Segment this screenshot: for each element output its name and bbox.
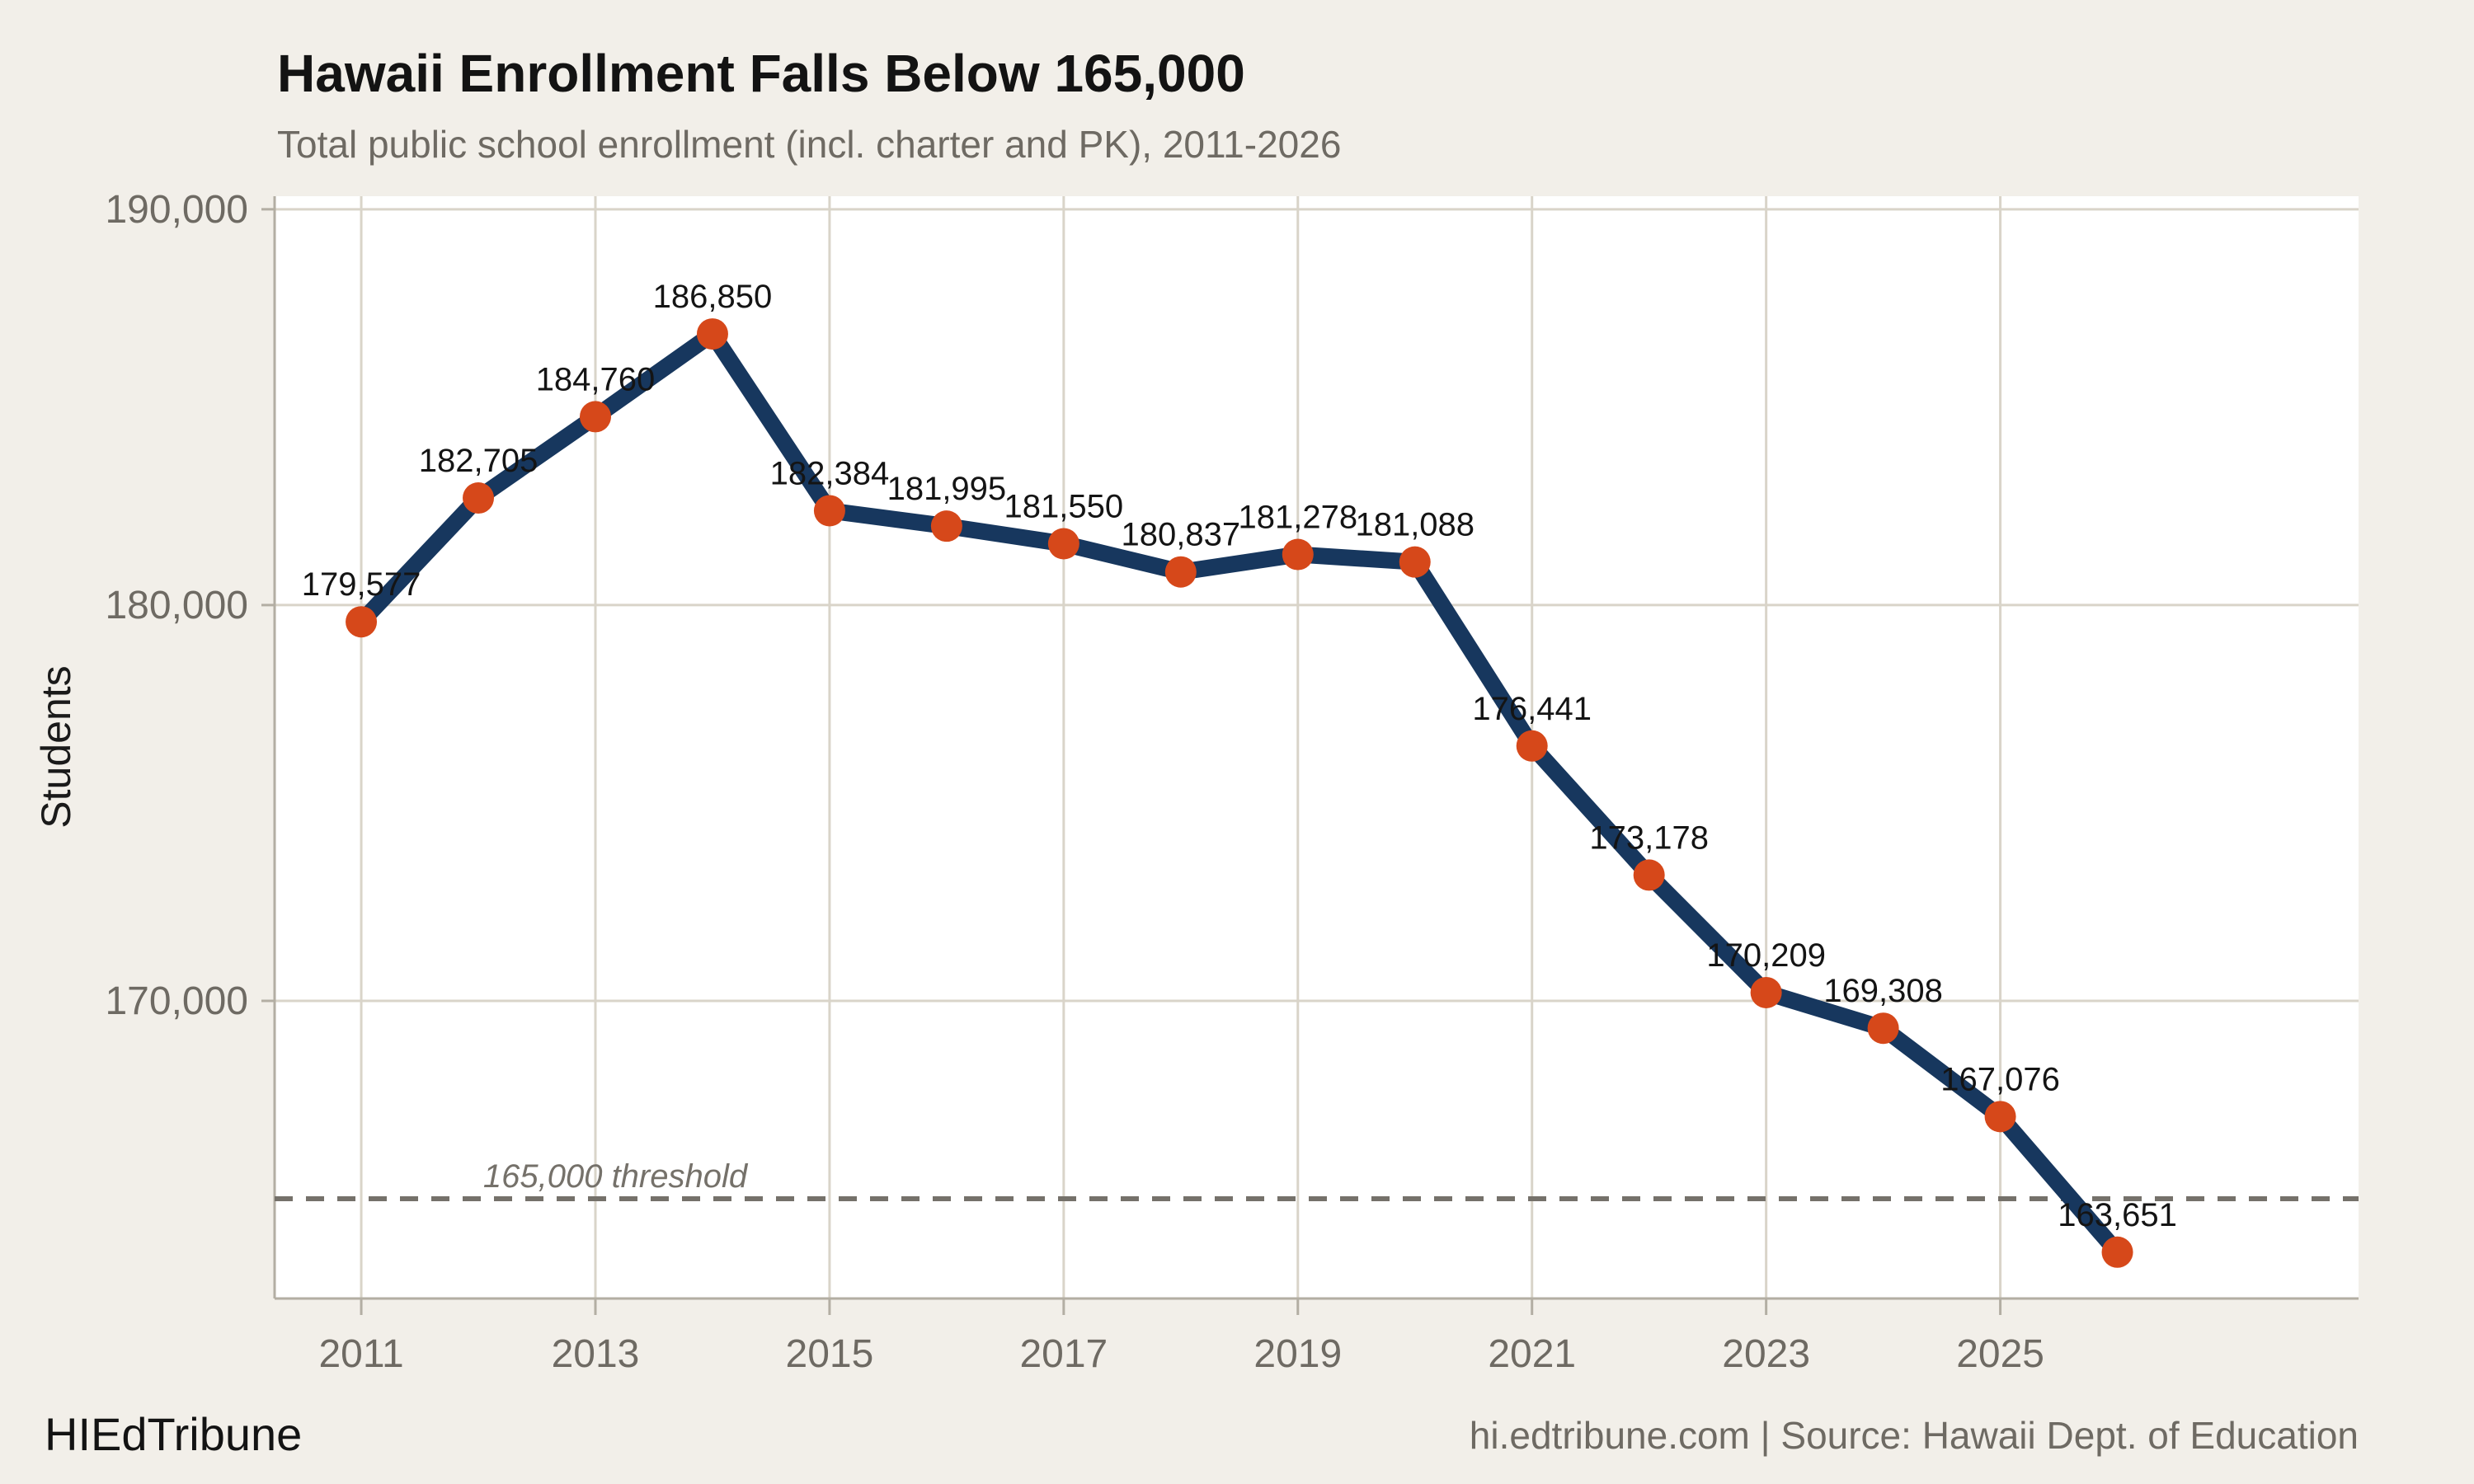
data-point-2015 <box>813 495 845 527</box>
y-tick-label: 180,000 <box>105 584 248 627</box>
data-point-2016 <box>930 510 962 542</box>
data-label-2012: 182,705 <box>419 443 539 479</box>
x-tick-label: 2023 <box>1722 1332 1810 1376</box>
data-label-2017: 181,550 <box>1004 489 1124 525</box>
data-point-2018 <box>1164 556 1197 588</box>
data-label-2016: 181,995 <box>887 471 1007 507</box>
chart-title: Hawaii Enrollment Falls Below 165,000 <box>277 44 1245 103</box>
data-point-2020 <box>1399 546 1431 578</box>
data-point-2024 <box>1867 1012 1899 1045</box>
data-point-2017 <box>1047 528 1079 560</box>
x-tick-label: 2019 <box>1253 1332 1342 1376</box>
x-tick-label: 2011 <box>318 1332 403 1376</box>
source-attribution: hi.edtribune.com | Source: Hawaii Dept. … <box>1469 1414 2359 1457</box>
data-label-2015: 182,384 <box>770 455 890 491</box>
data-point-2012 <box>463 482 495 514</box>
enrollment-series-line <box>353 326 2126 1261</box>
data-label-2018: 180,837 <box>1122 517 1241 553</box>
x-tick-label: 2025 <box>1956 1332 2044 1376</box>
data-label-2011: 179,577 <box>302 566 421 603</box>
y-tick-label: 170,000 <box>105 979 248 1023</box>
y-axis-title: Students <box>33 665 79 828</box>
data-point-2013 <box>579 401 611 433</box>
data-label-2014: 186,850 <box>653 279 773 315</box>
x-tick-label: 2013 <box>552 1332 640 1376</box>
data-label-2020: 181,088 <box>1355 507 1475 543</box>
x-tick-label: 2021 <box>1488 1332 1576 1376</box>
x-tick-label: 2017 <box>1019 1332 1108 1376</box>
data-label-2026: 163,651 <box>2058 1197 2177 1233</box>
data-label-2025: 167,076 <box>1940 1061 2060 1097</box>
data-label-2013: 184,760 <box>536 361 656 397</box>
x-tick-label: 2015 <box>786 1332 874 1376</box>
data-label-2024: 169,308 <box>1823 973 1943 1009</box>
data-point-2026 <box>2101 1236 2133 1268</box>
data-point-2019 <box>1282 538 1314 571</box>
threshold-label: 165,000 threshold <box>483 1158 749 1195</box>
data-label-2022: 173,178 <box>1589 819 1709 856</box>
brand-logo-text: HIEdTribune <box>45 1408 303 1460</box>
data-label-2023: 170,209 <box>1706 937 1826 974</box>
data-label-2021: 176,441 <box>1472 691 1592 727</box>
data-point-2022 <box>1633 859 1665 891</box>
data-label-2019: 181,278 <box>1238 500 1357 536</box>
y-tick-label: 190,000 <box>105 188 248 232</box>
data-point-2023 <box>1750 976 1782 1008</box>
data-point-2014 <box>696 318 728 350</box>
data-point-2025 <box>1984 1101 2016 1133</box>
chart-subtitle: Total public school enrollment (incl. ch… <box>277 123 1342 166</box>
data-point-2011 <box>346 606 378 638</box>
data-point-2021 <box>1516 730 1548 762</box>
